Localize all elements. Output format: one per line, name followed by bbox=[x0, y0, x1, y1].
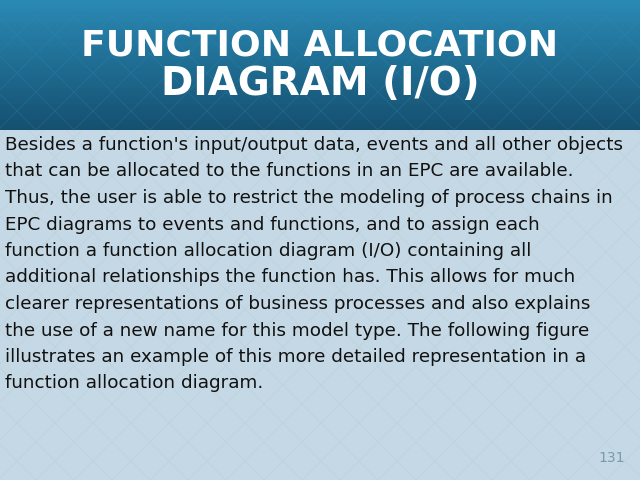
Text: function allocation diagram.: function allocation diagram. bbox=[5, 374, 263, 393]
Bar bbox=[0, 9, 640, 13]
Bar bbox=[0, 81, 640, 84]
Text: FUNCTION ALLOCATION: FUNCTION ALLOCATION bbox=[81, 29, 559, 63]
Bar bbox=[0, 16, 640, 20]
Bar bbox=[0, 3, 640, 7]
Bar bbox=[0, 87, 640, 91]
Bar bbox=[0, 19, 640, 23]
Bar bbox=[0, 32, 640, 36]
Bar bbox=[0, 29, 640, 33]
Bar bbox=[0, 42, 640, 46]
Text: 131: 131 bbox=[598, 451, 625, 465]
Bar bbox=[0, 35, 640, 39]
Bar bbox=[0, 61, 640, 65]
Text: function a function allocation diagram (I/O) containing all: function a function allocation diagram (… bbox=[5, 242, 531, 260]
Bar bbox=[0, 104, 640, 107]
Text: additional relationships the function has. This allows for much: additional relationships the function ha… bbox=[5, 268, 575, 287]
Bar bbox=[0, 110, 640, 114]
Bar bbox=[0, 55, 640, 59]
Text: that can be allocated to the functions in an EPC are available.: that can be allocated to the functions i… bbox=[5, 163, 573, 180]
Bar bbox=[0, 22, 640, 26]
Text: DIAGRAM (I/O): DIAGRAM (I/O) bbox=[161, 65, 479, 103]
Text: EPC diagrams to events and functions, and to assign each: EPC diagrams to events and functions, an… bbox=[5, 216, 540, 233]
Bar bbox=[0, 74, 640, 78]
Bar bbox=[0, 51, 640, 55]
Text: illustrates an example of this more detailed representation in a: illustrates an example of this more deta… bbox=[5, 348, 586, 366]
Bar bbox=[0, 113, 640, 117]
Bar bbox=[0, 12, 640, 16]
Bar bbox=[0, 38, 640, 42]
Bar bbox=[0, 126, 640, 130]
Text: Thus, the user is able to restrict the modeling of process chains in: Thus, the user is able to restrict the m… bbox=[5, 189, 612, 207]
Bar bbox=[0, 0, 640, 3]
Text: clearer representations of business processes and also explains: clearer representations of business proc… bbox=[5, 295, 590, 313]
Bar bbox=[0, 84, 640, 88]
Bar bbox=[0, 6, 640, 10]
Bar bbox=[0, 77, 640, 81]
Bar bbox=[0, 68, 640, 72]
Bar bbox=[0, 58, 640, 62]
Bar bbox=[0, 120, 640, 123]
Bar bbox=[0, 107, 640, 110]
Bar bbox=[0, 97, 640, 101]
Bar bbox=[0, 91, 640, 94]
Text: the use of a new name for this model type. The following figure: the use of a new name for this model typ… bbox=[5, 322, 589, 339]
Bar bbox=[0, 94, 640, 97]
Bar bbox=[0, 45, 640, 49]
Bar bbox=[0, 64, 640, 68]
Bar bbox=[0, 100, 640, 104]
Bar bbox=[0, 25, 640, 29]
Bar bbox=[0, 123, 640, 127]
Text: Besides a function's input/output data, events and all other objects: Besides a function's input/output data, … bbox=[5, 136, 623, 154]
Bar bbox=[0, 71, 640, 75]
Bar bbox=[0, 48, 640, 52]
Bar bbox=[0, 117, 640, 120]
